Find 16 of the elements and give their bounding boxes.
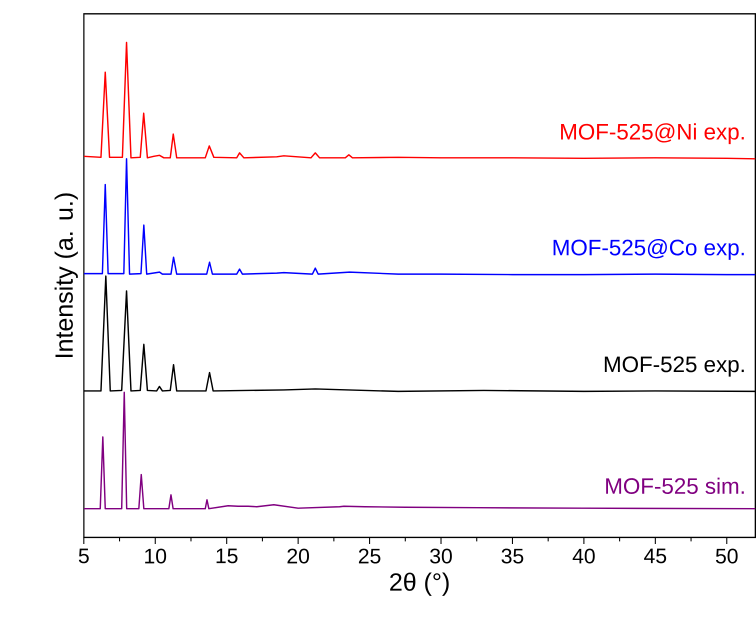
x-tick-label: 50	[716, 548, 738, 564]
x-tick-label: 40	[572, 548, 595, 564]
x-tick-label: 5	[78, 548, 89, 564]
series-label: MOF-525 sim.	[606, 477, 744, 494]
x-tick-label: 20	[287, 548, 309, 564]
x-tick-label: 15	[216, 548, 238, 564]
x-tick-label: 45	[644, 548, 666, 564]
x-tick-label: 30	[430, 548, 452, 564]
x-tick-label: 10	[145, 548, 166, 564]
series-label: MOF-525@Ni exp.	[561, 123, 744, 144]
x-axis-title: 2θ (°)	[390, 572, 449, 596]
x-tick-label: 25	[358, 548, 380, 564]
y-axis-title: Intensity (a. u.)	[54, 193, 78, 357]
series-label: MOF-525 exp.	[604, 356, 744, 377]
x-tick-label: 35	[502, 548, 524, 564]
series-label: MOF-525@Co exp.	[554, 238, 744, 260]
